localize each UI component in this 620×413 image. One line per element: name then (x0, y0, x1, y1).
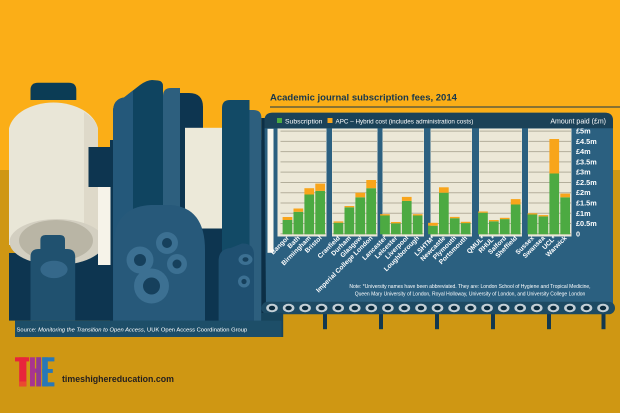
svg-text:£5m: £5m (576, 127, 591, 136)
svg-text:Note: *University names have b: Note: *University names have been abbrev… (349, 284, 590, 290)
svg-text:£3m: £3m (576, 168, 591, 177)
svg-text:timeshighereducation.com: timeshighereducation.com (62, 374, 174, 384)
svg-text:£1m: £1m (576, 209, 591, 218)
svg-text:Academic journal subscription: Academic journal subscription fees, 2014 (270, 93, 458, 104)
svg-text:£2.5m: £2.5m (576, 178, 597, 187)
svg-text:0: 0 (576, 229, 580, 238)
svg-text:£4m: £4m (576, 147, 591, 156)
svg-text:£4.5m: £4.5m (576, 137, 597, 146)
svg-text:£1.5m: £1.5m (576, 198, 597, 207)
svg-text:Subscription: Subscription (285, 118, 323, 125)
svg-text:APC – Hybrid cost (includes ad: APC – Hybrid cost (includes administrati… (336, 118, 474, 125)
svg-text:Queen Mary University of Londo: Queen Mary University of London, Royal H… (355, 291, 586, 297)
svg-text:£3.5m: £3.5m (576, 157, 597, 166)
svg-text:Amount paid (£m): Amount paid (£m) (550, 118, 606, 125)
svg-text:Source: Monitoring the Transit: Source: Monitoring the Transition to Ope… (17, 327, 248, 333)
svg-text:£0.5m: £0.5m (576, 219, 597, 228)
svg-text:£2m: £2m (576, 188, 591, 197)
